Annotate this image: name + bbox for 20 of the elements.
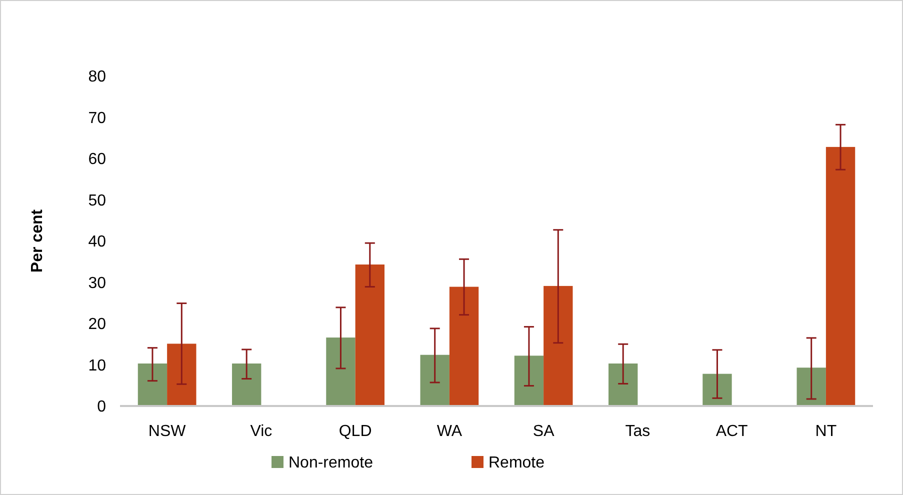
legend-label: Remote [488, 454, 545, 472]
y-tick-label: 50 [88, 192, 106, 210]
y-tick-label: 80 [88, 68, 106, 86]
x-tick-label: NSW [148, 423, 187, 440]
y-tick-label: 40 [88, 234, 106, 251]
y-tick-label: 20 [88, 316, 106, 334]
y-tick-label: 60 [88, 151, 106, 168]
x-tick-label: Tas [625, 423, 650, 440]
x-tick-label: WA [436, 423, 462, 440]
x-tick-label: Vic [250, 423, 272, 440]
legend-label: Non-remote [288, 454, 374, 472]
y-tick-label: 70 [88, 110, 106, 127]
y-axis-title: Per cent [29, 208, 46, 273]
x-tick-label: SA [532, 423, 555, 440]
y-tick-label: 10 [88, 357, 106, 374]
y-tick-label: 0 [97, 398, 106, 416]
x-tick-label: QLD [338, 423, 372, 440]
x-tick-label: NT [815, 423, 837, 440]
x-tick-label: ACT [716, 423, 748, 440]
y-tick-label: 30 [88, 274, 106, 292]
